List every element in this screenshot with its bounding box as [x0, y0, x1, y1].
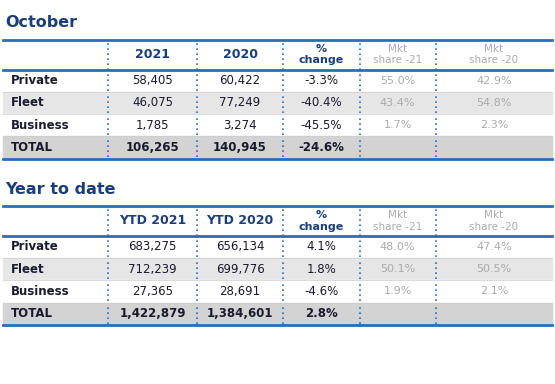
Text: 1.7%: 1.7%: [384, 120, 412, 130]
Text: Business: Business: [11, 285, 70, 298]
Bar: [3, 280, 552, 303]
Text: TOTAL: TOTAL: [11, 141, 53, 154]
Text: 106,265: 106,265: [126, 141, 179, 154]
Text: 46,075: 46,075: [132, 96, 173, 109]
Text: 27,365: 27,365: [132, 285, 173, 298]
Text: -4.6%: -4.6%: [304, 285, 339, 298]
Text: 47.4%: 47.4%: [476, 242, 512, 252]
Text: Business: Business: [11, 119, 70, 132]
Text: 77,249: 77,249: [219, 96, 261, 109]
Text: 2.8%: 2.8%: [305, 307, 338, 320]
Text: Mkt
share -21: Mkt share -21: [373, 44, 422, 65]
Text: Fleet: Fleet: [11, 96, 45, 109]
Text: 2020: 2020: [223, 48, 258, 61]
Text: 48.0%: 48.0%: [380, 242, 415, 252]
Text: 43.4%: 43.4%: [380, 98, 415, 108]
Text: 1.9%: 1.9%: [384, 286, 412, 296]
Text: 60,422: 60,422: [219, 74, 261, 87]
Bar: [3, 136, 552, 159]
Text: 712,239: 712,239: [128, 263, 177, 276]
Text: Year to date: Year to date: [6, 182, 116, 197]
Text: 55.0%: 55.0%: [380, 76, 415, 86]
Text: YTD 2020: YTD 2020: [206, 214, 274, 227]
Text: October: October: [6, 15, 78, 30]
Text: 699,776: 699,776: [216, 263, 264, 276]
Text: -3.3%: -3.3%: [304, 74, 339, 87]
Bar: [3, 114, 552, 136]
Bar: [3, 258, 552, 280]
Text: 50.1%: 50.1%: [380, 264, 415, 274]
Bar: [3, 92, 552, 114]
Text: 4.1%: 4.1%: [306, 240, 336, 253]
Text: 1,384,601: 1,384,601: [207, 307, 273, 320]
Text: Fleet: Fleet: [11, 263, 45, 276]
Text: 2.1%: 2.1%: [480, 286, 508, 296]
Text: 656,134: 656,134: [216, 240, 264, 253]
Text: -24.6%: -24.6%: [299, 141, 344, 154]
Bar: [3, 236, 552, 258]
Text: Private: Private: [11, 240, 59, 253]
Text: Private: Private: [11, 74, 59, 87]
Text: -45.5%: -45.5%: [301, 119, 342, 132]
Text: 50.5%: 50.5%: [476, 264, 512, 274]
Text: 2021: 2021: [135, 48, 170, 61]
Text: TOTAL: TOTAL: [11, 307, 53, 320]
Text: 3,274: 3,274: [223, 119, 257, 132]
Text: 28,691: 28,691: [219, 285, 261, 298]
Text: 140,945: 140,945: [213, 141, 267, 154]
Text: 42.9%: 42.9%: [476, 76, 512, 86]
Text: Mkt
share -20: Mkt share -20: [470, 44, 518, 65]
Text: YTD 2021: YTD 2021: [119, 214, 186, 227]
Text: 1.8%: 1.8%: [306, 263, 336, 276]
Text: 58,405: 58,405: [132, 74, 173, 87]
Text: -40.4%: -40.4%: [301, 96, 342, 109]
Text: 1,422,879: 1,422,879: [119, 307, 186, 320]
Text: 1,785: 1,785: [136, 119, 169, 132]
Text: %
change: % change: [299, 210, 344, 232]
Bar: [3, 303, 552, 325]
Text: 2.3%: 2.3%: [480, 120, 508, 130]
Text: Mkt
share -21: Mkt share -21: [373, 210, 422, 232]
Text: 54.8%: 54.8%: [476, 98, 512, 108]
Text: Mkt
share -20: Mkt share -20: [470, 210, 518, 232]
Text: 683,275: 683,275: [128, 240, 177, 253]
Text: %
change: % change: [299, 44, 344, 65]
Bar: [3, 70, 552, 92]
